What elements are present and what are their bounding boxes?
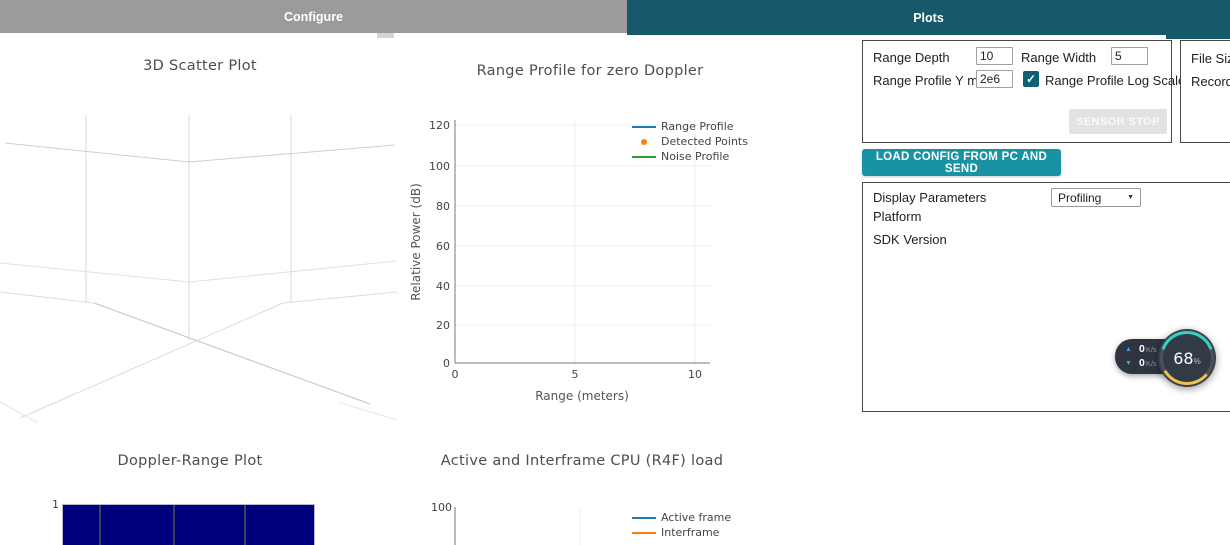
rp-xtick-5: 5 xyxy=(572,368,579,381)
usage-gauge[interactable]: 68 % xyxy=(1158,329,1216,387)
heatmap-gridline xyxy=(173,505,175,545)
legend-item-active-frame[interactable]: Active frame xyxy=(632,510,731,525)
tab-configure[interactable]: Configure xyxy=(0,0,627,33)
line-swatch-icon xyxy=(632,516,656,519)
record-time-label: Record t xyxy=(1191,74,1230,89)
legend-label: Active frame xyxy=(661,511,732,524)
legend-item-interframe[interactable]: Interframe xyxy=(632,525,731,540)
heatmap-gridline xyxy=(99,505,101,545)
rp-ylabel: Relative Power (dB) xyxy=(409,183,423,301)
sensor-stop-button[interactable]: SENSOR STOP xyxy=(1069,109,1167,134)
legend-item-range-profile[interactable]: Range Profile xyxy=(632,119,748,134)
rp-ytick-120: 120 xyxy=(429,119,450,132)
upload-speed-unit: K/s xyxy=(1145,344,1157,354)
download-speed-value: 0 xyxy=(1139,357,1145,369)
chevron-down-icon: ▼ xyxy=(1127,194,1134,201)
rp-xlabel: Range (meters) xyxy=(535,389,629,403)
sdk-version-label: SDK Version xyxy=(873,232,947,247)
gauge-percent-unit: % xyxy=(1193,356,1201,366)
range-profile-log-scale-checkbox[interactable]: ✓ xyxy=(1023,71,1039,87)
doppler-range-title: Doppler-Range Plot xyxy=(117,453,263,469)
checkmark-icon: ✓ xyxy=(1025,72,1037,86)
legend-item-noise-profile[interactable]: Noise Profile xyxy=(632,149,748,164)
dot-swatch-icon xyxy=(632,135,656,148)
range-depth-label: Range Depth xyxy=(873,50,950,65)
range-width-input[interactable] xyxy=(1111,47,1148,65)
line-swatch-icon xyxy=(632,125,656,128)
rp-ytick-60: 60 xyxy=(436,240,450,253)
upload-arrow-icon: ▲ xyxy=(1125,345,1132,353)
legend-label: Interframe xyxy=(661,526,720,539)
chart-range-profile: Range Profile for zero Doppler 120 100 8… xyxy=(400,55,780,420)
record-panel: File Size Record t xyxy=(1180,40,1230,143)
rp-xtick-10: 10 xyxy=(688,368,702,381)
legend-label: Noise Profile xyxy=(661,150,730,163)
display-parameters-dropdown[interactable]: Profiling ▼ xyxy=(1051,188,1141,207)
gauge-percent-value: 68 xyxy=(1173,348,1194,368)
legend-label: Detected Points xyxy=(661,135,748,148)
dropdown-selected-value: Profiling xyxy=(1058,190,1102,205)
rp-ytick-20: 20 xyxy=(436,319,450,332)
upload-speed-value: 0 xyxy=(1139,343,1145,355)
range-width-label: Range Width xyxy=(1021,50,1097,65)
range-profile-ymax-input[interactable] xyxy=(976,70,1013,88)
rp-ytick-80: 80 xyxy=(436,200,450,213)
rp-ytick-40: 40 xyxy=(436,280,450,293)
rp-xtick-0: 0 xyxy=(452,368,459,381)
chart-3d-scatter: 3D Scatter Plot xyxy=(0,50,400,440)
legend-label: Range Profile xyxy=(661,120,734,133)
range-profile-log-scale-label: Range Profile Log Scale xyxy=(1045,73,1186,88)
range-profile-title: Range Profile for zero Doppler xyxy=(476,63,704,79)
range-profile-legend: Range Profile Detected Points Noise Prof… xyxy=(632,119,748,164)
download-speed-unit: K/s xyxy=(1145,358,1157,368)
cpu-plot-area[interactable]: 100 xyxy=(400,445,780,545)
gauge-value-wrap: 68 % xyxy=(1163,334,1211,382)
tab-plots[interactable]: Plots xyxy=(627,0,1230,35)
tab-plots-label: Plots xyxy=(913,10,944,25)
rp-ytick-0: 0 xyxy=(443,357,450,370)
download-speed-row: ▼ 0 K/s xyxy=(1125,356,1181,370)
display-parameters-label: Display Parameters xyxy=(873,190,987,205)
plots-tab-edge xyxy=(1166,35,1230,39)
chart-cpu-load: Active and Interframe CPU (R4F) load 100… xyxy=(400,445,780,545)
range-depth-input[interactable] xyxy=(976,47,1013,65)
line-swatch-icon xyxy=(632,155,656,158)
legend-item-detected-points[interactable]: Detected Points xyxy=(632,134,748,149)
cpu-load-title: Active and Interframe CPU (R4F) load xyxy=(440,453,724,469)
tab-scroll-notch xyxy=(377,33,394,38)
file-size-label: File Size xyxy=(1191,51,1230,66)
download-arrow-icon: ▼ xyxy=(1125,359,1132,367)
rp-ytick-100: 100 xyxy=(429,160,450,173)
tab-configure-label: Configure xyxy=(283,9,344,24)
doppler-heatmap[interactable] xyxy=(62,504,315,545)
chart-3d-scatter-title: 3D Scatter Plot xyxy=(143,58,257,74)
platform-label: Platform xyxy=(873,209,922,224)
upload-speed-row: ▲ 0 K/s xyxy=(1125,342,1181,356)
3d-axes-wireframe[interactable] xyxy=(0,95,400,440)
heatmap-gridline xyxy=(244,505,246,545)
load-config-button[interactable]: LOAD CONFIG FROM PC AND SEND xyxy=(862,149,1061,176)
chart-doppler-range: Doppler-Range Plot 1 xyxy=(0,445,400,545)
cpu-ytick-100: 100 xyxy=(431,501,452,514)
line-swatch-icon xyxy=(632,531,656,534)
range-profile-plot-area[interactable]: 120 100 80 60 40 20 0 0 5 10 Relative Po… xyxy=(400,55,780,420)
dr-ytick-1: 1 xyxy=(52,498,59,511)
range-settings-panel: Range Depth Range Width Range Profile Y … xyxy=(862,40,1185,143)
range-profile-ymax-label: Range Profile Y max xyxy=(873,73,992,88)
cpu-legend: Active frame Interframe xyxy=(632,510,731,540)
